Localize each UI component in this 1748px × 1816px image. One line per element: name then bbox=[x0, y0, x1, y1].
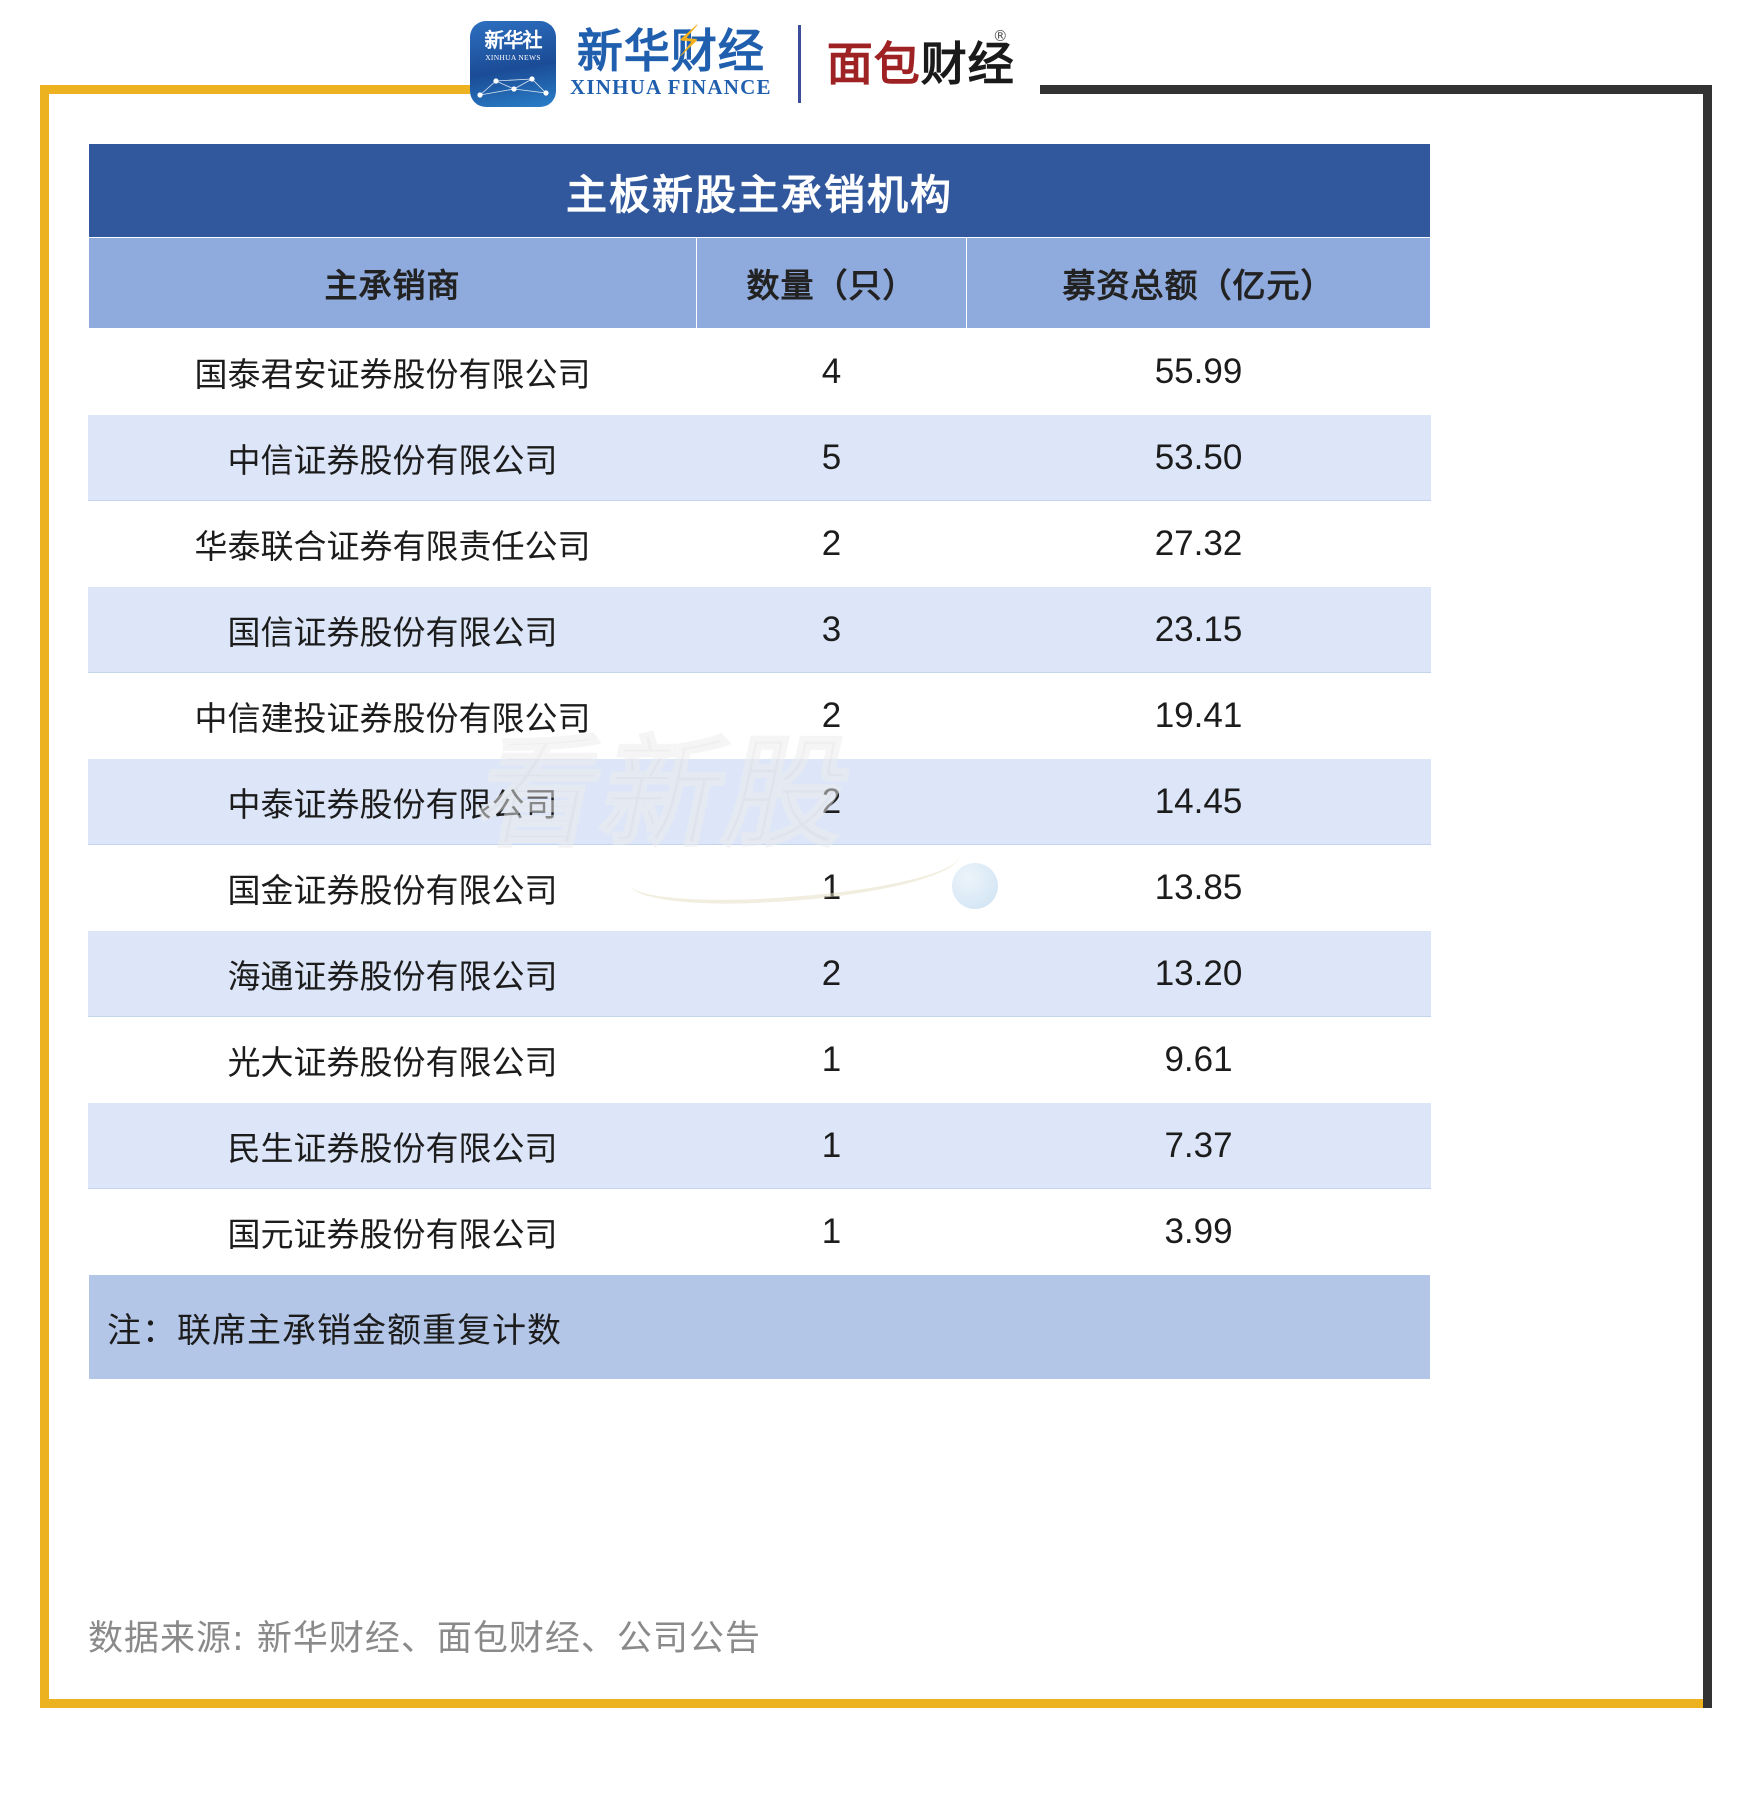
table-title: 主板新股主承销机构 bbox=[87, 143, 1432, 238]
cell-amount: 23.15 bbox=[965, 586, 1432, 673]
frame-gold-bottom-edge bbox=[40, 1699, 1712, 1708]
mianbao-black-text: 财经 bbox=[920, 37, 1015, 91]
table-row: 中信建投证券股份有限公司 2 19.41 bbox=[88, 672, 1432, 759]
cell-count: 2 bbox=[696, 500, 967, 587]
network-nodes-icon bbox=[477, 76, 549, 98]
mianbao-finance-logo: 面包财经 ® bbox=[827, 29, 1015, 88]
cell-underwriter: 国金证券股份有限公司 bbox=[88, 844, 697, 931]
cell-count: 2 bbox=[696, 930, 967, 1017]
table-note: 注：联席主承销金额重复计数 bbox=[87, 1274, 1432, 1380]
cell-underwriter: 国泰君安证券股份有限公司 bbox=[88, 328, 697, 415]
cell-amount: 53.50 bbox=[965, 414, 1432, 501]
table-row: 光大证券股份有限公司 1 9.61 bbox=[88, 1016, 1432, 1103]
table-row: 中泰证券股份有限公司 2 14.45 bbox=[88, 758, 1432, 845]
frame-gold-left-edge bbox=[40, 85, 49, 1708]
cell-underwriter: 国元证券股份有限公司 bbox=[88, 1188, 697, 1275]
cell-count: 1 bbox=[696, 844, 967, 931]
column-header-amount: 募资总额（亿元） bbox=[965, 237, 1432, 329]
xinhua-news-badge-icon: 新华社 XINHUA NEWS bbox=[470, 21, 556, 107]
cell-count: 1 bbox=[696, 1016, 967, 1103]
cell-count: 3 bbox=[696, 586, 967, 673]
cell-amount: 9.61 bbox=[965, 1016, 1432, 1103]
xinhua-news-en-label: XINHUA NEWS bbox=[485, 53, 541, 62]
table-row: 国金证券股份有限公司 1 13.85 bbox=[88, 844, 1432, 931]
cell-amount: 7.37 bbox=[965, 1102, 1432, 1189]
cell-count: 1 bbox=[696, 1188, 967, 1275]
table-row: 民生证券股份有限公司 1 7.37 bbox=[88, 1102, 1432, 1189]
mianbao-red-text: 面包 bbox=[826, 37, 921, 91]
header-logo-bar: 新华社 XINHUA NEWS 新华财经 ⚡ XINHUA FINANCE 面包… bbox=[470, 14, 1040, 114]
cell-underwriter: 中信建投证券股份有限公司 bbox=[88, 672, 697, 759]
cell-underwriter: 中泰证券股份有限公司 bbox=[88, 758, 697, 845]
table-row: 中信证券股份有限公司 5 53.50 bbox=[88, 414, 1432, 501]
cell-underwriter: 民生证券股份有限公司 bbox=[88, 1102, 697, 1189]
cell-amount: 19.41 bbox=[965, 672, 1432, 759]
cell-amount: 14.45 bbox=[965, 758, 1432, 845]
table-row: 华泰联合证券有限责任公司 2 27.32 bbox=[88, 500, 1432, 587]
table-title-row: 主板新股主承销机构 bbox=[87, 143, 1432, 238]
table-row: 国信证券股份有限公司 3 23.15 bbox=[88, 586, 1432, 673]
frame-dark-top-edge bbox=[1040, 85, 1712, 94]
underwriter-table: 主板新股主承销机构 主承销商 数量（只） 募资总额（亿元） 国泰君安证券股份有限… bbox=[87, 143, 1432, 1380]
xinhua-news-cn-label: 新华社 bbox=[484, 28, 543, 52]
cell-count: 5 bbox=[696, 414, 967, 501]
frame-gold-top-edge bbox=[40, 85, 470, 94]
table-row: 国泰君安证券股份有限公司 4 55.99 bbox=[88, 328, 1432, 415]
xinhua-finance-en-label: XINHUA FINANCE bbox=[570, 75, 772, 100]
cell-underwriter: 华泰联合证券有限责任公司 bbox=[88, 500, 697, 587]
frame-dark-right-edge bbox=[1703, 85, 1712, 1708]
table-row: 国元证券股份有限公司 1 3.99 bbox=[88, 1188, 1432, 1275]
table-header-row: 主承销商 数量（只） 募资总额（亿元） bbox=[88, 237, 1432, 329]
table-row: 海通证券股份有限公司 2 13.20 bbox=[88, 930, 1432, 1017]
cell-amount: 13.20 bbox=[965, 930, 1432, 1017]
cell-amount: 13.85 bbox=[965, 844, 1432, 931]
cell-underwriter: 光大证券股份有限公司 bbox=[88, 1016, 697, 1103]
cell-amount: 3.99 bbox=[965, 1188, 1432, 1275]
xinhua-finance-cn-label: 新华财经 ⚡ bbox=[577, 17, 765, 75]
table-note-row: 注：联席主承销金额重复计数 bbox=[87, 1274, 1432, 1380]
cell-count: 1 bbox=[696, 1102, 967, 1189]
logo-divider bbox=[797, 25, 801, 103]
main-table-container: 主板新股主承销机构 主承销商 数量（只） 募资总额（亿元） 国泰君安证券股份有限… bbox=[87, 143, 1432, 1380]
cell-amount: 27.32 bbox=[965, 500, 1432, 587]
cell-count: 2 bbox=[696, 758, 967, 845]
xinhua-finance-logo: 新华财经 ⚡ XINHUA FINANCE bbox=[570, 17, 772, 101]
xinhua-finance-cn-text: 新华财经 bbox=[576, 23, 765, 78]
cell-underwriter: 海通证券股份有限公司 bbox=[88, 930, 697, 1017]
cell-underwriter: 国信证券股份有限公司 bbox=[88, 586, 697, 673]
column-header-count: 数量（只） bbox=[696, 237, 967, 329]
registered-mark-icon: ® bbox=[992, 27, 1009, 45]
column-header-underwriter: 主承销商 bbox=[88, 237, 697, 329]
data-source-label: 数据来源: 新华财经、面包财经、公司公告 bbox=[88, 1619, 761, 1659]
cell-count: 4 bbox=[696, 328, 967, 415]
cell-underwriter: 中信证券股份有限公司 bbox=[88, 414, 697, 501]
lightning-bolt-icon: ⚡ bbox=[671, 16, 708, 67]
cell-amount: 55.99 bbox=[965, 328, 1432, 415]
cell-count: 2 bbox=[696, 672, 967, 759]
